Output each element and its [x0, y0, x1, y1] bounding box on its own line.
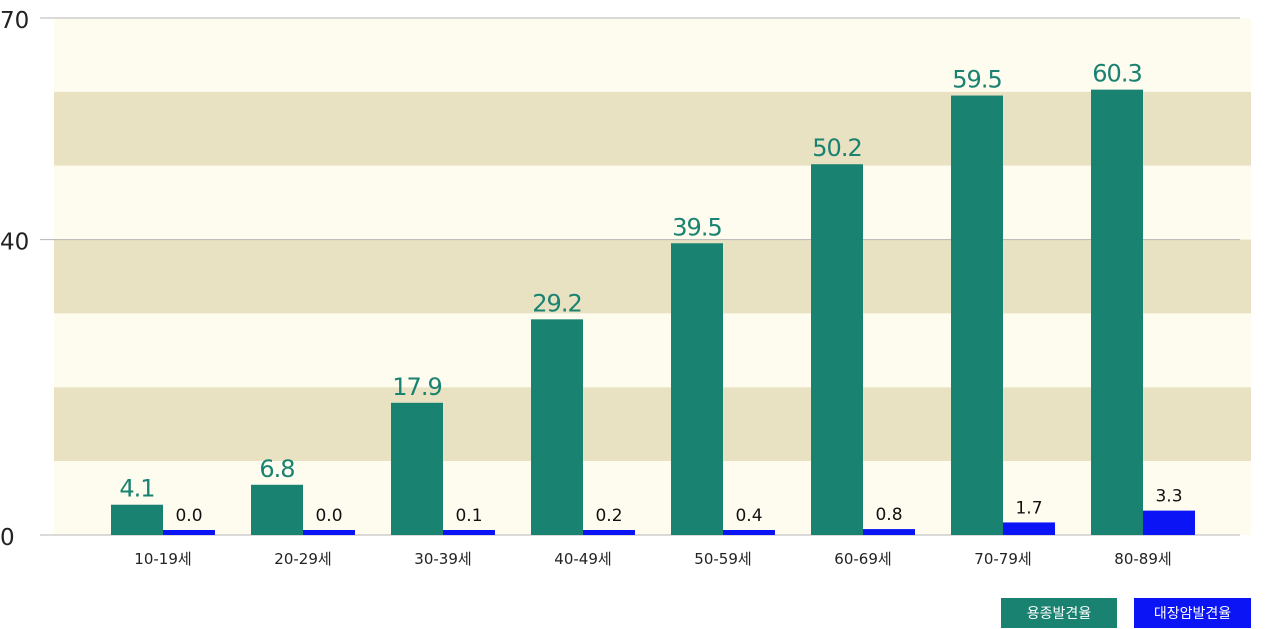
- bar-cancer-rate: [583, 530, 635, 535]
- bar-polyp-rate: [531, 319, 583, 535]
- data-label-cancer: 1.7: [1015, 498, 1042, 518]
- legend-item-cancer: 대장암발견율: [1134, 598, 1251, 628]
- data-label-cancer: 0.0: [315, 506, 342, 526]
- bar-cancer-rate: [1003, 522, 1055, 535]
- data-label-polyp: 4.1: [119, 475, 154, 503]
- data-label-cancer: 0.0: [175, 506, 202, 526]
- data-label-cancer: 0.4: [735, 506, 762, 526]
- data-label-polyp: 60.3: [1092, 60, 1141, 88]
- background-band: [54, 165, 1251, 240]
- bar-cancer-rate: [163, 530, 215, 535]
- y-tick-label: 0: [0, 525, 15, 551]
- data-label-cancer: 0.2: [595, 506, 622, 526]
- legend: 용종발견율 대장암발견율: [1001, 598, 1251, 628]
- x-tick-label: 50-59세: [694, 550, 751, 568]
- background-band: [54, 18, 1251, 92]
- x-tick-label: 80-89세: [1114, 550, 1171, 568]
- bar-cancer-rate: [1143, 510, 1195, 535]
- bar-polyp-rate: [671, 243, 723, 535]
- y-tick-label: 40: [0, 230, 29, 256]
- bar-cancer-rate: [303, 530, 355, 535]
- y-tick-label: 70: [0, 8, 29, 34]
- bar-cancer-rate: [863, 529, 915, 535]
- background-band: [54, 387, 1251, 462]
- background-band: [54, 461, 1251, 535]
- bar-polyp-rate: [951, 95, 1003, 536]
- bar-polyp-rate: [251, 484, 303, 535]
- x-tick-label: 20-29세: [274, 550, 331, 568]
- data-label-cancer: 0.8: [875, 505, 902, 525]
- background-band: [54, 313, 1251, 388]
- bar-cancer-rate: [723, 530, 775, 535]
- data-label-polyp: 50.2: [812, 134, 861, 162]
- data-label-polyp: 59.5: [952, 66, 1001, 94]
- x-tick-label: 40-49세: [554, 550, 611, 568]
- bar-cancer-rate: [443, 530, 495, 535]
- bar-polyp-rate: [391, 402, 443, 535]
- bar-polyp-rate: [811, 164, 863, 536]
- x-tick-label: 70-79세: [974, 550, 1031, 568]
- bar-polyp-rate: [111, 504, 163, 535]
- data-label-cancer: 0.1: [455, 506, 482, 526]
- data-label-polyp: 29.2: [532, 289, 581, 317]
- x-tick-label: 10-19세: [134, 550, 191, 568]
- data-label-polyp: 6.8: [259, 455, 294, 483]
- background-band: [54, 91, 1251, 166]
- data-label-cancer: 3.3: [1155, 487, 1182, 507]
- bar-polyp-rate: [1091, 89, 1143, 536]
- data-label-polyp: 39.5: [672, 213, 721, 241]
- x-tick-label: 30-39세: [414, 550, 471, 568]
- data-label-polyp: 17.9: [392, 373, 441, 401]
- background-band: [54, 239, 1251, 314]
- legend-item-polyp: 용종발견율: [1001, 598, 1117, 628]
- x-tick-label: 60-69세: [834, 550, 891, 568]
